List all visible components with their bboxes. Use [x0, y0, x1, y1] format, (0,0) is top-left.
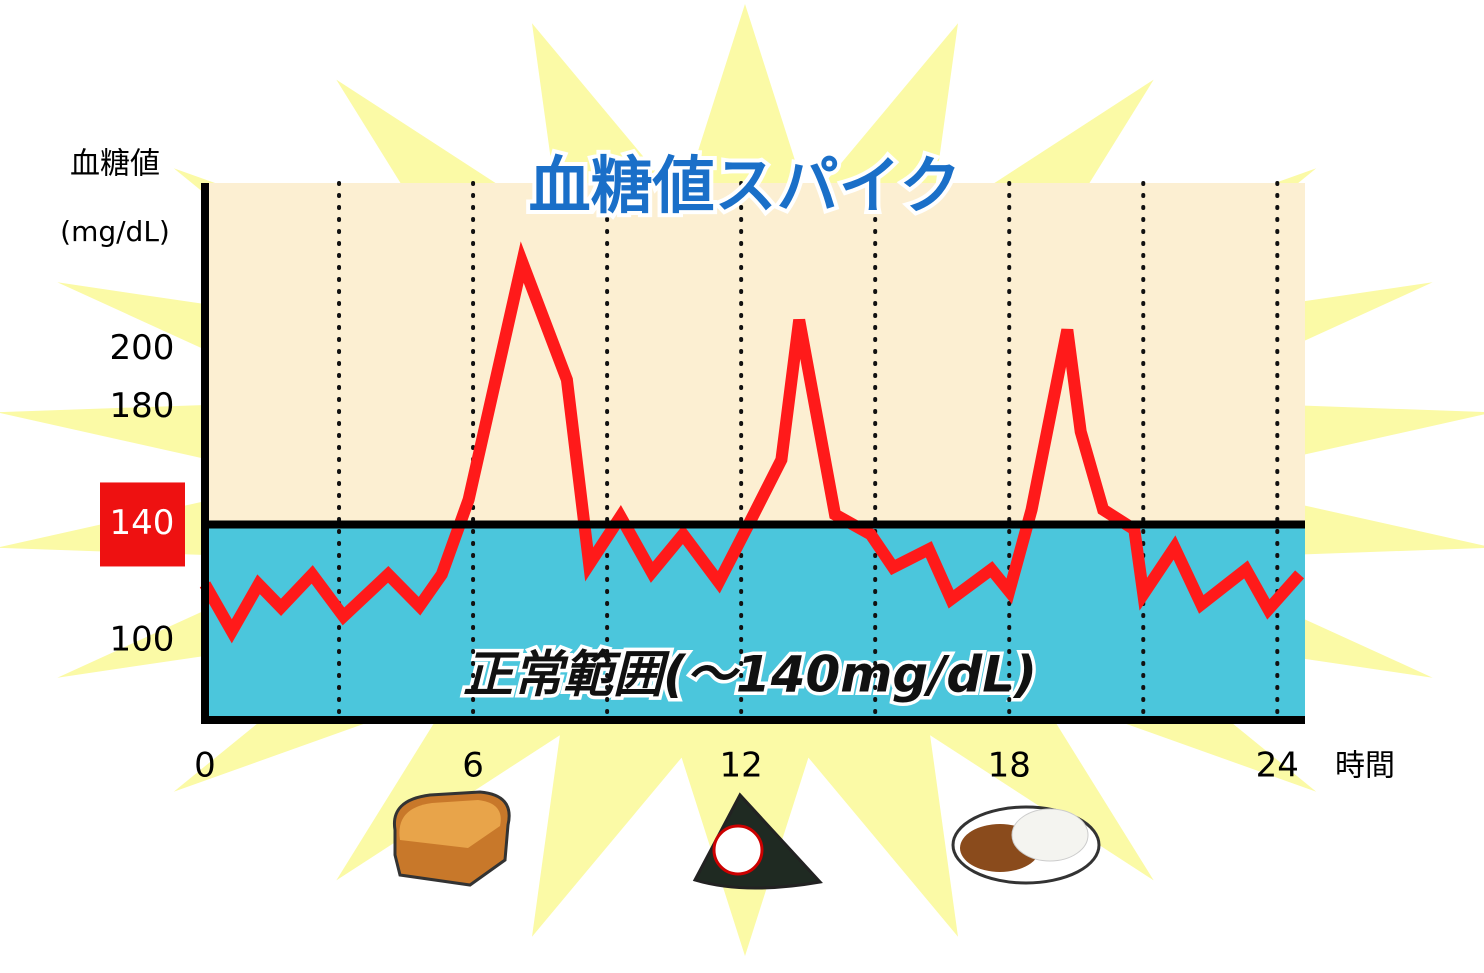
x-tick-label: 18 — [988, 746, 1031, 786]
plot: 正常範囲(～140mg/dL) 0 6 12 18 24 100 140 180 200 — [100, 181, 1305, 786]
normal-range-band — [205, 524, 1305, 720]
y-tick-label: 140 — [110, 503, 175, 543]
toast-icon — [392, 790, 511, 887]
normal-range-label: 正常範囲(～140mg/dL) — [463, 646, 1037, 704]
y-tick-label: 100 — [110, 620, 175, 660]
highlight-tick-box — [100, 482, 185, 567]
y-axis-unit: (mg/dL) — [60, 215, 170, 248]
chart-title: 血糖値スパイク — [529, 149, 962, 222]
x-tick-label: 0 — [194, 746, 216, 786]
x-tick-label: 6 — [462, 746, 484, 786]
onigiri-icon — [692, 792, 823, 890]
curry-icon — [951, 805, 1101, 885]
x-tick-label: 12 — [720, 746, 763, 786]
x-axis-title: 時間 — [1335, 749, 1395, 784]
y-tick-label: 200 — [110, 328, 175, 368]
y-axis-title: 血糖値 — [70, 147, 160, 182]
above-range-band — [205, 183, 1305, 525]
x-tick-label: 24 — [1256, 746, 1299, 786]
y-tick-label: 180 — [110, 386, 175, 426]
